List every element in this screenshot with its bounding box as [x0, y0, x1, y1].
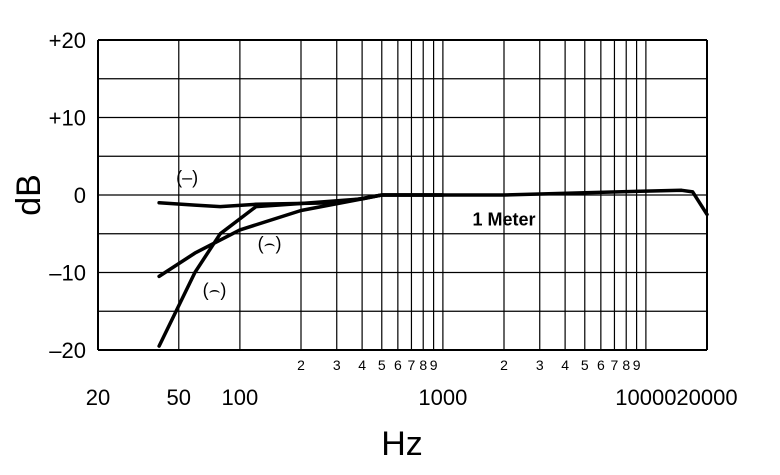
series-label-3: (⌢)	[203, 280, 227, 300]
x-minor-tick-label: 2	[297, 357, 305, 373]
x-minor-tick-label: 2	[500, 357, 508, 373]
series-label-1: (–)	[176, 167, 198, 187]
x-tick-label: 10000	[615, 385, 676, 410]
x-minor-tick-label: 8	[419, 357, 427, 373]
x-minor-tick-label: 7	[408, 357, 416, 373]
x-tick-label: 50	[167, 385, 191, 410]
y-tick-label: 0	[74, 183, 86, 208]
x-tick-label: 20	[86, 385, 110, 410]
x-minor-tick-label: 4	[358, 357, 366, 373]
x-minor-tick-label: 5	[581, 357, 589, 373]
x-tick-label: 20000	[676, 385, 737, 410]
x-tick-label: 1000	[418, 385, 467, 410]
x-minor-tick-label: 4	[561, 357, 569, 373]
x-tick-label: 100	[222, 385, 259, 410]
annotation: 1 Meter	[472, 209, 535, 229]
x-minor-tick-label: 3	[536, 357, 544, 373]
series-label-2: (⌢)	[258, 233, 282, 253]
x-minor-tick-label: 8	[622, 357, 630, 373]
y-tick-label: +20	[49, 28, 86, 53]
x-minor-tick-label: 5	[378, 357, 386, 373]
x-axis-label: Hz	[381, 425, 423, 463]
y-tick-label: +10	[49, 106, 86, 131]
y-axis-label: dB	[10, 174, 48, 216]
x-minor-tick-label: 9	[430, 357, 438, 373]
y-tick-label: –10	[49, 261, 86, 286]
x-minor-tick-label: 7	[611, 357, 619, 373]
series-line-3	[157, 193, 445, 348]
y-tick-label: –20	[49, 338, 86, 363]
x-minor-tick-label: 6	[597, 357, 605, 373]
x-minor-tick-label: 6	[394, 357, 402, 373]
x-minor-tick-label: 3	[333, 357, 341, 373]
x-minor-tick-label: 9	[633, 357, 641, 373]
